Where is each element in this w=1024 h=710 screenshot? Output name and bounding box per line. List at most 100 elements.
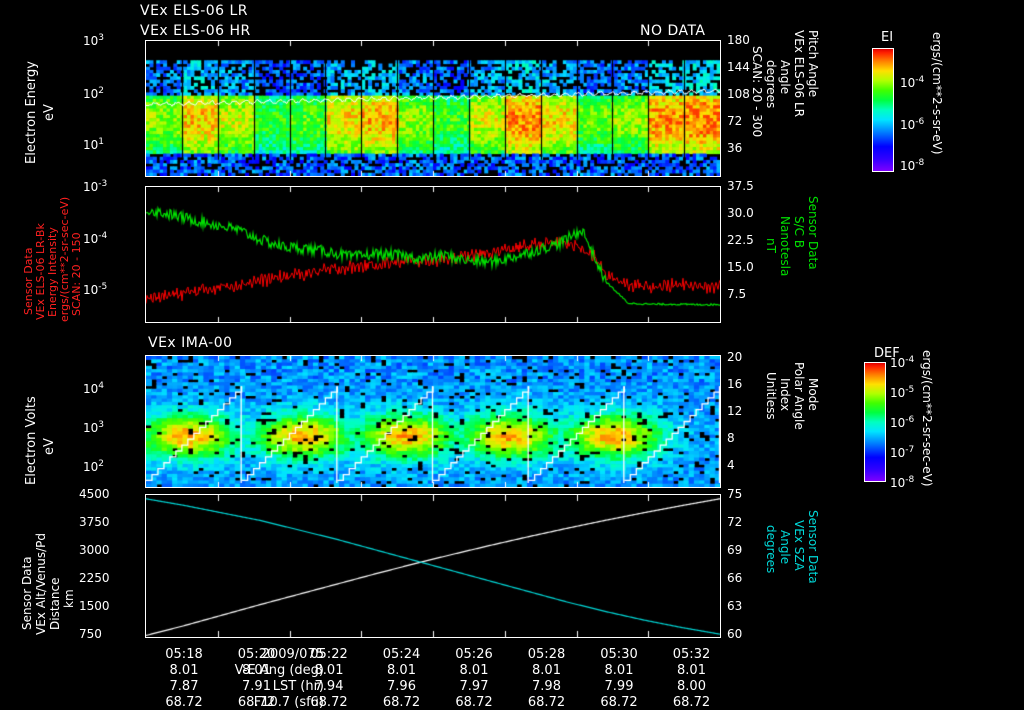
panel1-rtick-36: 36 bbox=[727, 141, 743, 155]
panel4-ytick-3: 2250 bbox=[79, 571, 110, 585]
panel4-right-label-1: Sensor Data bbox=[806, 510, 820, 584]
table-cell-r0-c0: 8.01 bbox=[169, 663, 199, 678]
panel4-right-label-3: Angle bbox=[778, 530, 792, 565]
table-cell-r1-c0: 7.87 bbox=[169, 679, 199, 694]
panel1-right-label-1: Pitch Angle bbox=[806, 30, 820, 98]
panel3-right-label-4: Unitless bbox=[764, 372, 778, 420]
panel4-line-plot bbox=[145, 494, 721, 638]
colorbar-el-gradient bbox=[872, 48, 894, 172]
table-cell-r2-c3: 68.72 bbox=[382, 695, 421, 710]
colorbar-el-tick-0: 10-4 bbox=[900, 75, 925, 90]
colorbar-def-tick-0: 10-4 bbox=[890, 355, 915, 370]
table-cell-r0-c2: 8.01 bbox=[314, 663, 344, 678]
table-cell-r0-c6: 8.01 bbox=[604, 663, 634, 678]
panel4-rtick-2: 69 bbox=[727, 543, 743, 557]
colorbar-el-title: EI bbox=[881, 30, 894, 45]
colorbar-def-title: DEF bbox=[874, 346, 900, 361]
panel1-no-data-label: NO DATA bbox=[640, 23, 706, 39]
panel4-rtick-3: 66 bbox=[727, 571, 743, 585]
panel3-rtick-4: 4 bbox=[727, 458, 735, 472]
panel4-ytick-4: 1500 bbox=[79, 599, 110, 613]
panel2-rtick-2: 22.5 bbox=[727, 233, 754, 247]
panel1-right-label-2: VEx ELS-06 LR bbox=[792, 30, 806, 118]
panel4-ytick-2: 3000 bbox=[79, 543, 110, 557]
table-cell-r2-c1: 68.72 bbox=[237, 695, 276, 710]
panel4-ytick-1: 3750 bbox=[79, 515, 110, 529]
table-row-label-2: F10.7 (sfu) bbox=[253, 695, 324, 710]
panel4-left-label-1: Sensor Data bbox=[20, 556, 34, 630]
panel2-ytick-2: 10-5 bbox=[83, 282, 108, 297]
table-cell-r0-c5: 8.01 bbox=[532, 663, 561, 678]
panel3-rtick-0: 20 bbox=[727, 350, 743, 364]
colorbar-def-unit: ergs/(cm**2-sr-sec-eV) bbox=[920, 350, 934, 487]
table-time-5: 05:28 bbox=[527, 647, 566, 662]
panel4-rtick-0: 75 bbox=[727, 487, 743, 501]
table-cell-r0-c3: 8.01 bbox=[387, 663, 416, 678]
panel1-ytick-2: 102 bbox=[83, 86, 105, 101]
panel1-ytick-3: 103 bbox=[83, 33, 105, 48]
panel1-title-lr: VEx ELS-06 LR bbox=[140, 3, 249, 19]
table-date-label: 2009/075 bbox=[261, 647, 324, 662]
panel4-rtick-1: 72 bbox=[727, 515, 743, 529]
table-cell-r2-c2: 68.72 bbox=[310, 695, 348, 710]
panel2-ytick-1: 10-4 bbox=[83, 231, 108, 246]
panel3-ytick-2: 102 bbox=[83, 459, 105, 474]
panel1-right-label-5: SCAN: 20 - 300 bbox=[750, 46, 764, 138]
panel3-right-label-3: Index bbox=[778, 378, 792, 412]
panel1-right-label-3: Angle bbox=[778, 60, 792, 95]
table-time-6: 05:30 bbox=[600, 647, 638, 662]
colorbar-el-tick-1: 10-6 bbox=[900, 117, 925, 132]
panel4-rtick-4: 63 bbox=[727, 599, 743, 613]
table-cell-r0-c1: 8.01 bbox=[242, 663, 271, 678]
table-cell-r1-c5: 7.98 bbox=[532, 679, 561, 694]
table-cell-r1-c7: 8.00 bbox=[677, 679, 706, 694]
panel1-y-axis-label: Electron Energy bbox=[24, 61, 39, 164]
colorbar-def-gradient bbox=[864, 362, 886, 482]
table-cell-r1-c4: 7.97 bbox=[459, 679, 489, 694]
panel2-right-label-4: nT bbox=[764, 238, 778, 253]
panel3-spectrogram bbox=[145, 355, 721, 488]
panel3-rtick-1: 16 bbox=[727, 377, 743, 391]
panel1-ytick-1: 101 bbox=[83, 137, 105, 152]
table-cell-r2-c6: 68.72 bbox=[600, 695, 638, 710]
panel3-ytick-1: 103 bbox=[83, 420, 105, 435]
panel2-rtick-4: 7.5 bbox=[727, 287, 747, 301]
table-cell-r2-c5: 68.72 bbox=[527, 695, 566, 710]
panel1-y-axis-unit: eV bbox=[42, 104, 57, 122]
panel3-right-label-2: Polar Angle bbox=[792, 362, 806, 430]
panel3-title: VEx IMA-00 bbox=[148, 335, 233, 351]
panel1-rtick-144: 144 bbox=[727, 60, 750, 74]
panel1-spectrogram bbox=[145, 40, 721, 177]
table-cell-r2-c7: 68.72 bbox=[672, 695, 711, 710]
table-cell-r2-c4: 68.72 bbox=[455, 695, 493, 710]
table-cell-r1-c3: 7.96 bbox=[387, 679, 416, 694]
colorbar-def-tick-4: 10-8 bbox=[890, 475, 915, 490]
table-time-7: 05:32 bbox=[672, 647, 711, 662]
panel4-left-label-4: km bbox=[62, 589, 76, 608]
panel4-right-label-4: degrees bbox=[764, 525, 778, 574]
panel1-title-hr: VEx ELS-06 HR bbox=[140, 23, 251, 39]
panel2-ytick-0: 10-3 bbox=[83, 179, 108, 194]
table-time-2: 05:22 bbox=[310, 647, 348, 662]
panel2-rtick-0: 37.5 bbox=[727, 179, 754, 193]
panel2-right-label-2: S/C B bbox=[792, 216, 806, 249]
panel4-right-label-2: VEx SZA bbox=[792, 520, 806, 571]
panel2-right-label-1: Sensor Data bbox=[806, 196, 820, 270]
panel3-rtick-3: 8 bbox=[727, 431, 735, 445]
colorbar-def-tick-3: 10-7 bbox=[890, 445, 915, 460]
table-time-0: 05:18 bbox=[165, 647, 203, 662]
colorbar-el-tick-2: 10-8 bbox=[900, 158, 925, 173]
panel2-rtick-3: 15.0 bbox=[727, 260, 754, 274]
table-row-label-0: V-E Ang (deg) bbox=[234, 663, 324, 678]
table-time-1: 05:20 bbox=[237, 647, 276, 662]
panel3-y-axis-label: Electron Volts bbox=[24, 396, 39, 485]
panel3-right-label-1: Mode bbox=[806, 378, 820, 411]
panel4-rtick-5: 60 bbox=[727, 627, 743, 641]
panel4-left-label-2: VEx Alt/Venus/Pd bbox=[34, 532, 48, 635]
table-cell-r0-c7: 8.01 bbox=[677, 663, 706, 678]
table-row-label-1: LST (hr) bbox=[272, 679, 324, 694]
table-cell-r1-c6: 7.99 bbox=[604, 679, 634, 694]
panel2-line-plot bbox=[145, 186, 721, 323]
panel1-rtick-72: 72 bbox=[727, 114, 743, 128]
table-cell-r2-c0: 68.72 bbox=[165, 695, 203, 710]
